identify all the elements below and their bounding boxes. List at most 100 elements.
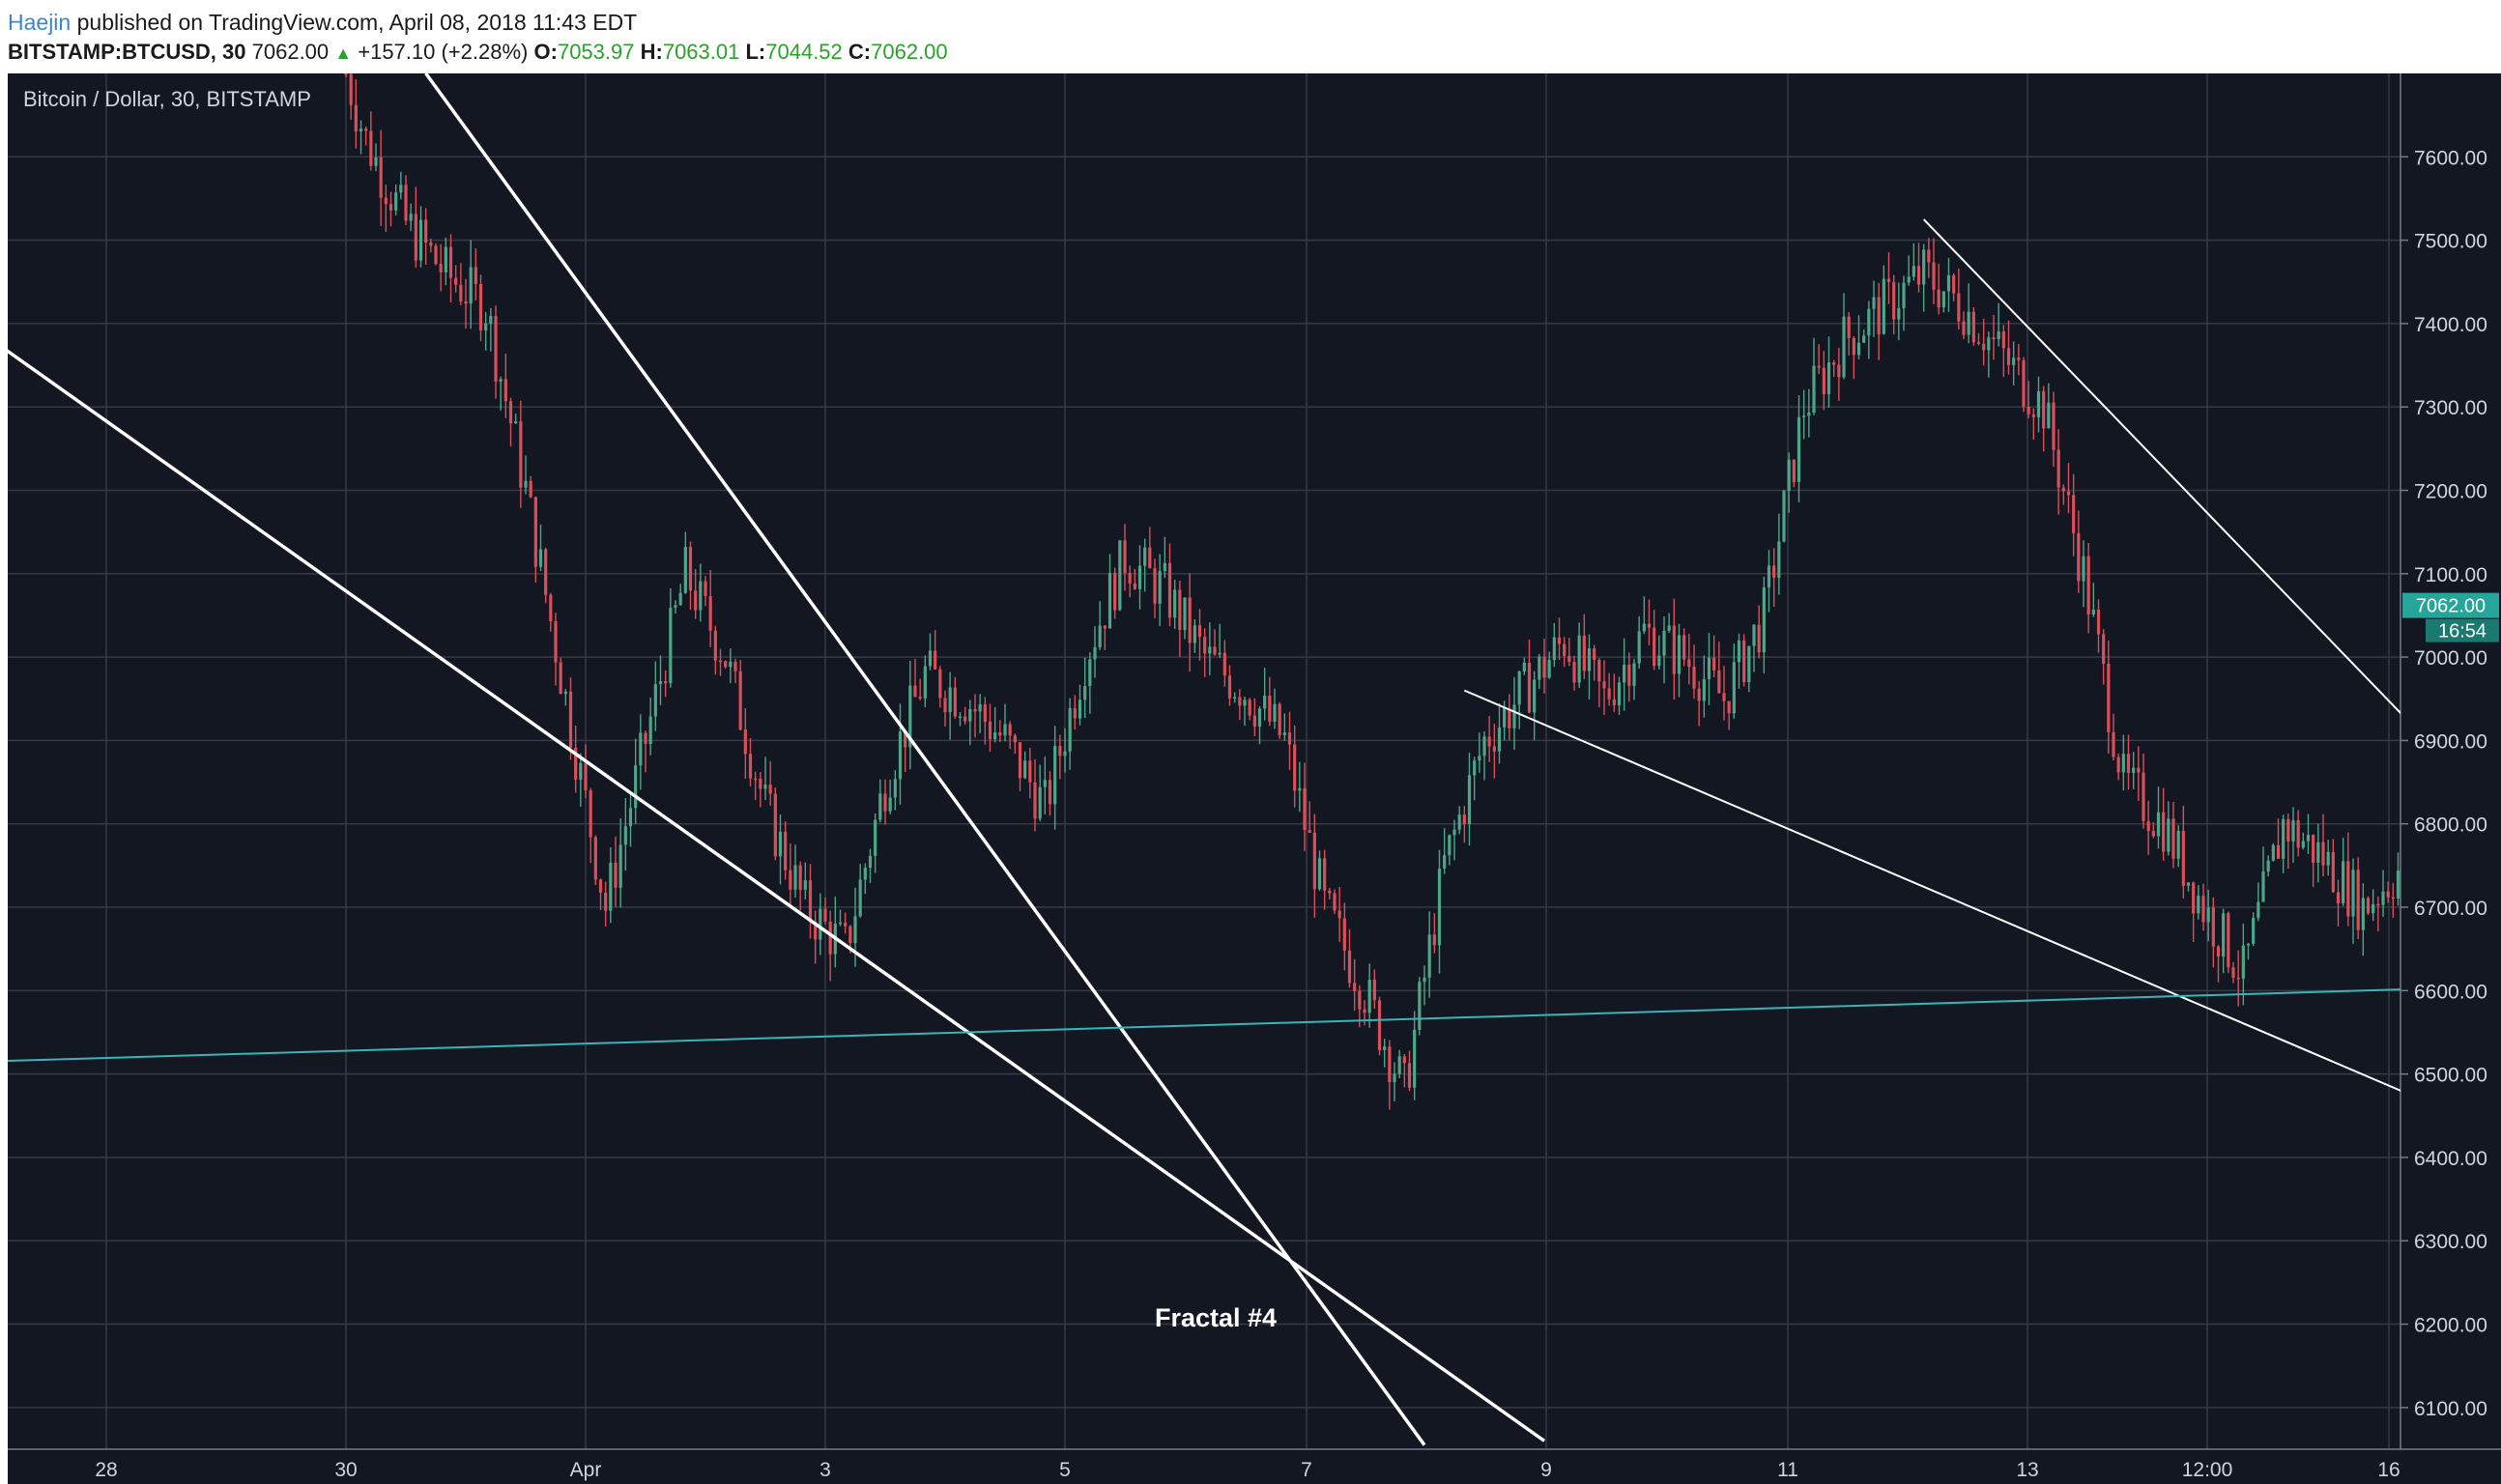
candle-body (1448, 835, 1452, 856)
candle-body (2192, 882, 2196, 914)
candle-body (1452, 829, 1456, 836)
candle-body (1577, 635, 1581, 683)
candle-body (998, 732, 1002, 736)
candle-body (2252, 918, 2256, 944)
candle-body (1018, 742, 1022, 779)
candle-body (1772, 565, 1776, 578)
y-tick-label: 6400.00 (2414, 1148, 2487, 1170)
candle-body (908, 685, 912, 748)
candle-body (1547, 660, 1551, 678)
candle-body (1777, 541, 1781, 578)
x-tick-label: 28 (95, 1459, 117, 1481)
candle-body (934, 650, 937, 670)
candle-body (424, 219, 428, 243)
candle-body (623, 826, 627, 845)
candle-body (2201, 896, 2205, 923)
candle-body (1103, 625, 1107, 629)
up-arrow-icon: ▲ (334, 43, 353, 63)
candle-body (848, 926, 852, 944)
candle-body (1153, 568, 1157, 604)
trendline (1463, 689, 2400, 1092)
candle-body (2222, 913, 2226, 957)
candle-body (2211, 907, 2215, 947)
candle-body (888, 797, 892, 812)
candle-body (1137, 565, 1142, 589)
x-tick-label: 16 (2377, 1459, 2400, 1481)
candle-body (1482, 736, 1486, 756)
candle-body (1248, 699, 1251, 716)
candle-body (798, 865, 802, 890)
candle-body (1662, 630, 1666, 656)
candle-body (609, 862, 613, 911)
candle-body (1747, 645, 1751, 683)
candle-body (2077, 532, 2081, 582)
candle-body (2132, 767, 2136, 773)
candle-body (2137, 767, 2141, 773)
candle-body (1538, 656, 1541, 680)
y-tick-label: 7600.00 (2414, 147, 2487, 169)
candle-body (2116, 756, 2120, 773)
candle-body (529, 480, 532, 498)
candle-body (1257, 708, 1262, 728)
candle-body (2372, 903, 2375, 914)
trendline (1922, 218, 2400, 715)
candle-body (409, 214, 413, 221)
y-tick-label: 6700.00 (2414, 898, 2487, 920)
candle-body (674, 605, 677, 608)
candle-body (1243, 699, 1247, 706)
candle-body (2356, 870, 2360, 930)
y-tick-label: 7100.00 (2414, 564, 2487, 586)
candle-body (1992, 337, 1996, 340)
candle-body (1033, 782, 1037, 819)
candle-body (2102, 634, 2106, 664)
candle-body (1487, 736, 1491, 747)
candle-body (1762, 587, 1766, 653)
candle-body (1377, 1000, 1382, 1050)
candle-body (1557, 637, 1562, 644)
candle-body (1363, 1009, 1366, 1013)
candle-body (1218, 652, 1222, 655)
candle-body (1413, 1029, 1417, 1088)
candle-body (418, 219, 423, 261)
candle-body (1028, 760, 1032, 783)
candle-body (738, 671, 742, 730)
candle-body (988, 721, 992, 740)
candle-body (1667, 625, 1671, 631)
candle-body (1922, 249, 1926, 285)
candle-body (1423, 977, 1426, 983)
candle-body (1612, 699, 1616, 706)
candle-body (593, 837, 597, 880)
candle-body (538, 549, 543, 567)
candle-body (1877, 297, 1881, 334)
candle-body (2361, 898, 2365, 930)
candle-body (1856, 342, 1861, 356)
candle-body (2326, 851, 2330, 866)
candle-body (874, 819, 877, 856)
candle-body (1886, 278, 1891, 282)
candle-body (1672, 625, 1676, 674)
candle-body (1143, 547, 1147, 566)
y-tick-label: 7000.00 (2414, 647, 2487, 670)
candle-body (1123, 540, 1127, 574)
time-axis (8, 1449, 2501, 1484)
candle-body (1852, 337, 1855, 356)
candle-body (399, 185, 403, 193)
candle-body (724, 661, 728, 668)
candle-body (1597, 660, 1601, 682)
candle-body (763, 785, 767, 789)
candle-body (2376, 903, 2380, 906)
author-link[interactable]: Haejin (8, 10, 72, 35)
candle-body (2206, 907, 2210, 923)
candle-body (1902, 282, 1906, 309)
close-label: C: (848, 40, 872, 64)
candle-body (2316, 842, 2320, 863)
candle-body (344, 73, 348, 75)
symbol-label: BITSTAMP:BTCUSD, 30 (8, 40, 246, 64)
candle-body (1807, 413, 1811, 416)
candle-body (404, 185, 408, 221)
candle-body (2052, 402, 2055, 450)
candle-body (1443, 855, 1447, 870)
candle-body (883, 793, 887, 812)
candle-body (858, 879, 862, 917)
